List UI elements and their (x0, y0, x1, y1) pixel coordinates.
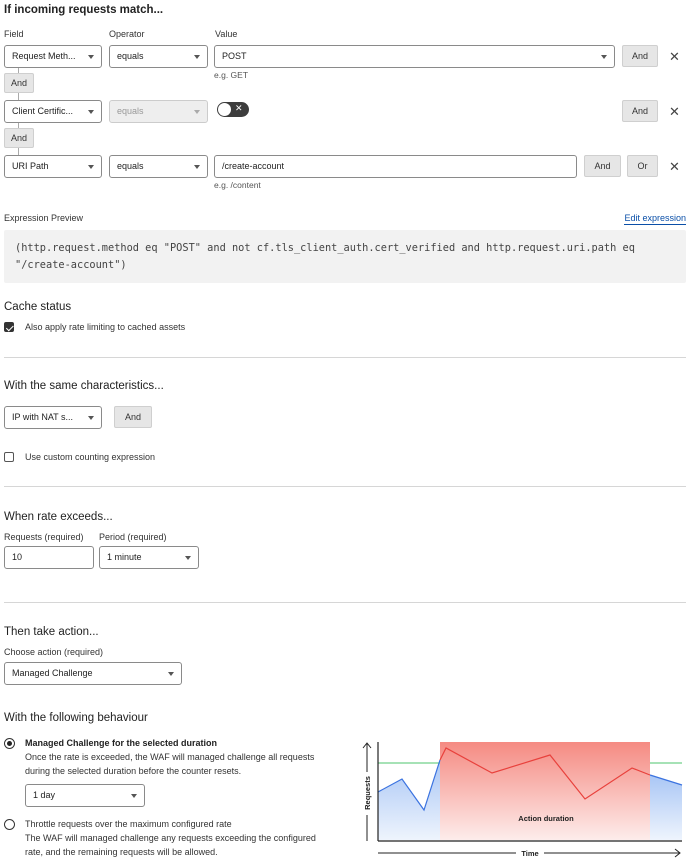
field-select-3[interactable]: URI Path (4, 155, 102, 178)
period-select-value: 1 minute (107, 552, 142, 562)
operator-select-2: equals (109, 100, 208, 123)
value-input-3[interactable]: /create-account (214, 155, 577, 178)
remove-row-1-icon[interactable]: ✕ (669, 49, 680, 64)
toggle-knob (218, 103, 231, 116)
field-select-value: URI Path (12, 161, 49, 171)
field-select-1[interactable]: Request Meth... (4, 45, 102, 68)
and-button-row-1[interactable]: And (622, 45, 658, 67)
duration-option-title: Managed Challenge for the selected durat… (25, 738, 218, 748)
divider (4, 486, 686, 487)
chevron-down-icon (601, 55, 607, 59)
chevron-down-icon (88, 110, 94, 114)
cache-status-title: Cache status (4, 301, 72, 313)
y-arrow-head (362, 742, 372, 749)
remove-row-2-icon[interactable]: ✕ (669, 104, 680, 119)
duration-option-desc: Once the rate is exceeded, the WAF will … (25, 752, 315, 762)
cached-assets-checkbox[interactable] (4, 322, 14, 332)
field-select-2[interactable]: Client Certific... (4, 100, 102, 123)
rate-limit-diagram: Requests Time Action duration (362, 742, 683, 858)
action-select[interactable]: Managed Challenge (4, 662, 182, 685)
duration-select[interactable]: 1 day (25, 784, 145, 807)
cert-verified-toggle[interactable]: ✕ (217, 102, 249, 117)
characteristics-title: With the same characteristics... (4, 380, 164, 392)
characteristic-select-value: IP with NAT s... (12, 412, 74, 422)
or-button-row-3[interactable]: Or (627, 155, 658, 177)
value-hint-1: e.g. GET (214, 70, 249, 80)
action-duration-label: Action duration (518, 814, 574, 823)
chevron-down-icon (88, 165, 94, 169)
chevron-down-icon (194, 110, 200, 114)
remove-row-3-icon[interactable]: ✕ (669, 159, 680, 174)
match-section-title: If incoming requests match... (4, 4, 164, 16)
normal-requests-line (377, 759, 441, 812)
divider (4, 357, 686, 358)
choose-action-label: Choose action (required) (4, 647, 104, 657)
value-column-label: Value (215, 29, 238, 39)
cached-assets-label: Also apply rate limiting to cached asset… (25, 322, 186, 332)
throttle-option-title: Throttle requests over the maximum confi… (25, 819, 232, 829)
value-select-value: POST (222, 51, 247, 61)
period-label: Period (required) (99, 532, 167, 542)
chevron-down-icon (131, 794, 137, 798)
and-connector-2[interactable]: And (4, 128, 34, 148)
chevron-down-icon (88, 416, 94, 420)
operator-select-3[interactable]: equals (109, 155, 208, 178)
action-select-value: Managed Challenge (12, 668, 93, 678)
field-column-label: Field (4, 29, 24, 39)
and-connector-1[interactable]: And (4, 73, 34, 93)
operator-select-1[interactable]: equals (109, 45, 208, 68)
chevron-down-icon (168, 672, 174, 676)
value-hint-3: e.g. /content (214, 180, 261, 190)
x-axis-label: Time (521, 849, 538, 858)
rate-title: When rate exceeds... (4, 511, 113, 523)
chevron-down-icon (88, 55, 94, 59)
operator-select-value: equals (117, 106, 144, 116)
expression-line: (http.request.method eq "POST" and not c… (15, 242, 635, 254)
action-duration-region (440, 742, 650, 840)
chevron-down-icon (194, 165, 200, 169)
requests-label: Requests (required) (4, 532, 84, 542)
operator-column-label: Operator (109, 29, 145, 39)
expression-preview-label: Expression Preview (4, 213, 84, 223)
x-arrow-head (674, 848, 681, 858)
divider (4, 602, 686, 603)
expression-preview: (http.request.method eq "POST" and not c… (4, 230, 686, 283)
exceeded-requests-line (439, 747, 651, 800)
normal-area-right (650, 775, 682, 840)
duration-radio[interactable] (4, 738, 15, 749)
field-select-value: Request Meth... (12, 51, 76, 61)
behaviour-title: With the following behaviour (4, 712, 148, 724)
requests-input[interactable]: 10 (4, 546, 94, 569)
throttle-radio[interactable] (4, 819, 15, 830)
and-button-row-2[interactable]: And (622, 100, 658, 122)
normal-area-left (378, 760, 440, 840)
operator-select-value: equals (117, 51, 144, 61)
throttle-option-desc: The WAF will managed challenge any reque… (25, 833, 316, 843)
custom-counting-label: Use custom counting expression (25, 452, 156, 462)
duration-option-desc: during the selected duration before the … (25, 766, 242, 776)
action-title: Then take action... (4, 626, 99, 638)
chevron-down-icon (194, 55, 200, 59)
edit-expression-link[interactable]: Edit expression (624, 213, 686, 225)
period-select[interactable]: 1 minute (99, 546, 199, 569)
and-button-row-3[interactable]: And (584, 155, 621, 177)
expression-line: "/create-account") (15, 259, 127, 271)
characteristic-and-button[interactable]: And (114, 406, 152, 428)
normal-requests-line (649, 774, 683, 786)
field-select-value: Client Certific... (12, 106, 74, 116)
characteristic-select[interactable]: IP with NAT s... (4, 406, 102, 429)
toggle-off-icon: ✕ (235, 103, 243, 113)
y-axis-label: Requests (363, 776, 372, 810)
value-select-1[interactable]: POST (214, 45, 615, 68)
custom-counting-checkbox[interactable] (4, 452, 14, 462)
duration-select-value: 1 day (33, 790, 56, 800)
chevron-down-icon (185, 556, 191, 560)
operator-select-value: equals (117, 161, 144, 171)
throttle-option-desc: rate, and the remaining requests will be… (25, 847, 218, 857)
